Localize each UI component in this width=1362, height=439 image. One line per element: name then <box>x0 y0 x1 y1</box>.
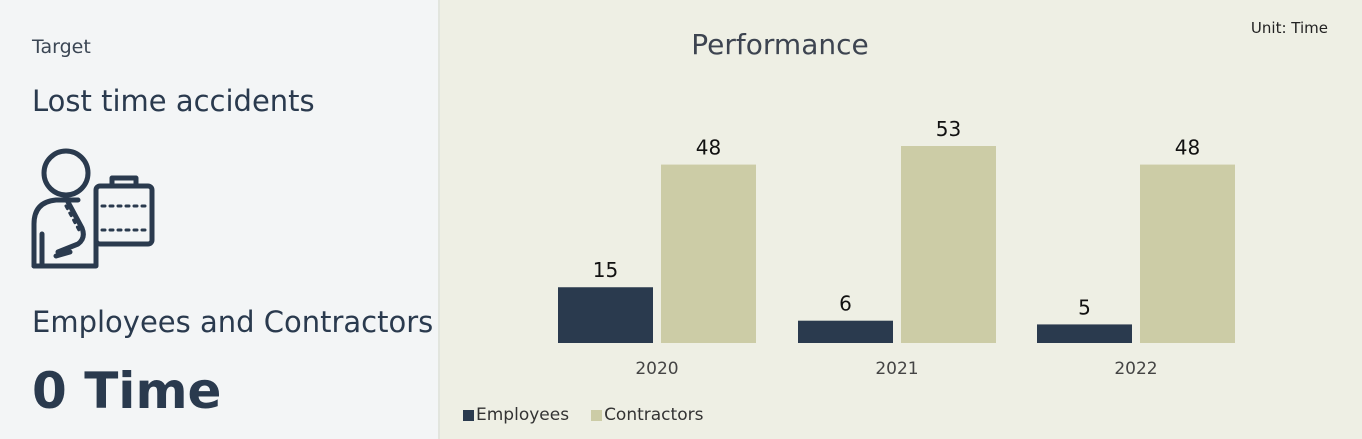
data-label-contractors-2022: 48 <box>1175 136 1200 160</box>
bar-contractors-2022 <box>1140 164 1235 343</box>
bar-employees-2022 <box>1037 324 1132 343</box>
x-tick-label-2020: 2020 <box>635 359 678 379</box>
legend-label-contractors: Contractors <box>604 405 704 425</box>
legend-label-employees: Employees <box>476 405 570 425</box>
data-label-employees-2021: 6 <box>839 292 852 316</box>
x-tick-label-2021: 2021 <box>875 359 918 379</box>
data-label-employees-2020: 15 <box>593 258 618 282</box>
target-label: Target <box>32 36 91 58</box>
chart-title: Performance <box>691 28 869 61</box>
data-label-employees-2022: 5 <box>1078 295 1091 319</box>
chart-legend: Employees Contractors <box>463 405 725 425</box>
legend-swatch-employees <box>463 409 474 421</box>
target-value: 0 Time <box>32 362 222 420</box>
bar-chart: 15 48 2020 6 53 2021 5 48 2022 <box>558 117 1235 379</box>
bar-contractors-2020 <box>661 164 756 343</box>
data-label-contractors-2020: 48 <box>696 136 721 160</box>
legend-item-contractors: Contractors <box>591 405 703 425</box>
legend-item-employees: Employees <box>463 405 569 425</box>
unit-label: Unit: Time <box>1250 19 1328 37</box>
panel-divider <box>438 0 440 439</box>
bar-employees-2020 <box>558 287 653 343</box>
bar-contractors-2021 <box>901 146 996 343</box>
injured-worker-briefcase-icon <box>31 148 155 269</box>
bar-employees-2021 <box>798 320 893 343</box>
data-label-contractors-2021: 53 <box>936 117 961 141</box>
metric-title: Lost time accidents <box>32 84 315 118</box>
kpi-panel: Target Lost time accidents Employees and… <box>0 0 438 439</box>
legend-swatch-contractors <box>591 409 603 421</box>
group-label: Employees and Contractors <box>32 305 434 339</box>
x-tick-label-2022: 2022 <box>1114 359 1157 379</box>
